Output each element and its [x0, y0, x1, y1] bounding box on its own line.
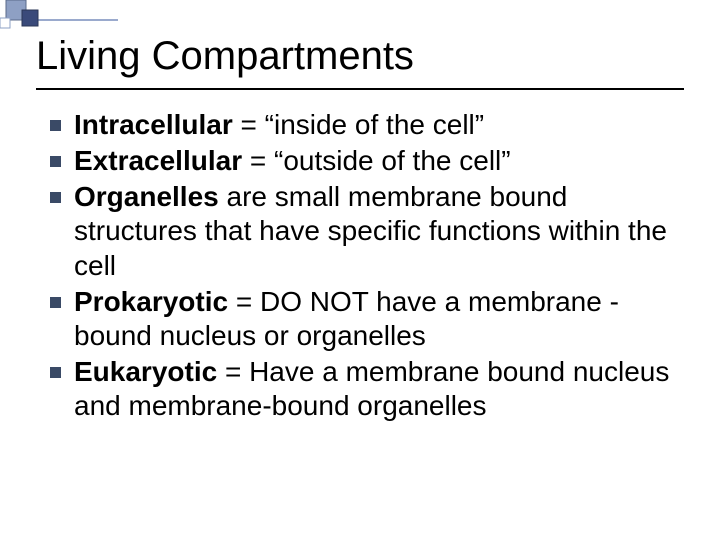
list-item: Intracellular = “inside of the cell” [50, 108, 684, 142]
term: Extracellular [74, 145, 242, 176]
deco-square-2 [22, 10, 38, 26]
definition: = “outside of the cell” [242, 145, 510, 176]
term: Organelles [74, 181, 219, 212]
definition: = “inside of the cell” [233, 109, 484, 140]
title-underline [36, 88, 684, 90]
slide-title: Living Compartments [36, 34, 414, 79]
bullet-square-icon [50, 367, 61, 378]
bullet-square-icon [50, 297, 61, 308]
list-item: Extracellular = “outside of the cell” [50, 144, 684, 178]
deco-square-3 [0, 18, 10, 28]
slide-body: Intracellular = “inside of the cell” Ext… [50, 108, 684, 425]
deco-square-1 [6, 0, 26, 20]
bullet-square-icon [50, 120, 61, 131]
list-item: Eukaryotic = Have a membrane bound nucle… [50, 355, 684, 423]
corner-decoration [0, 0, 120, 36]
bullet-square-icon [50, 192, 61, 203]
term: Eukaryotic [74, 356, 217, 387]
slide: Living Compartments Intracellular = “ins… [0, 0, 720, 540]
list-item: Prokaryotic = DO NOT have a membrane -bo… [50, 285, 684, 353]
term: Intracellular [74, 109, 233, 140]
list-item: Organelles are small membrane bound stru… [50, 180, 684, 282]
bullet-square-icon [50, 156, 61, 167]
term: Prokaryotic [74, 286, 228, 317]
